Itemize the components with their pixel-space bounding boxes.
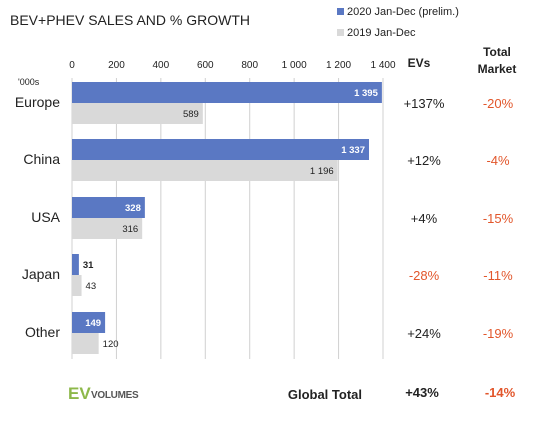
ev-growth-value: +24% bbox=[407, 326, 441, 341]
x-tick-label: 1 000 bbox=[282, 60, 307, 71]
data-label: 1 196 bbox=[310, 166, 334, 177]
legend-label-2019: 2019 Jan-Dec bbox=[347, 27, 416, 39]
category-label: China bbox=[23, 151, 60, 167]
category-label: Other bbox=[25, 324, 60, 340]
ev-growth-value: +137% bbox=[404, 96, 445, 111]
ev-growth-value: -28% bbox=[409, 268, 440, 283]
x-tick-label: 1 400 bbox=[370, 60, 395, 71]
grid bbox=[71, 78, 384, 359]
category-label: Japan bbox=[22, 266, 60, 282]
x-tick-label: 600 bbox=[197, 60, 214, 71]
logo-volumes: VOLUMES bbox=[91, 390, 139, 401]
ev-growth-value: +12% bbox=[407, 153, 441, 168]
data-label: 316 bbox=[122, 224, 138, 235]
bar-2020 bbox=[72, 254, 79, 275]
bar-2020 bbox=[72, 82, 382, 103]
global-total-label: Global Total bbox=[288, 387, 362, 402]
legend-swatch-2020 bbox=[337, 8, 344, 15]
data-label: 31 bbox=[83, 260, 94, 271]
global-total-ev: +43% bbox=[405, 385, 439, 400]
global-total-market: -14% bbox=[485, 385, 516, 400]
data-label: 149 bbox=[85, 318, 101, 329]
category-labels: Europe China USA Japan Other bbox=[15, 94, 61, 340]
data-label: 1 337 bbox=[341, 145, 365, 156]
unit-label: '000s bbox=[18, 77, 40, 87]
logo: EV VOLUMES bbox=[68, 384, 139, 403]
data-label: 589 bbox=[183, 109, 199, 120]
legend-swatch-2019 bbox=[337, 29, 344, 36]
market-column-header-line1: Total bbox=[483, 45, 511, 59]
bar-2019 bbox=[72, 333, 99, 354]
x-tick-label: 1 200 bbox=[326, 60, 351, 71]
bar-2020 bbox=[72, 139, 370, 160]
chart-title: BEV+PHEV SALES AND % GROWTH bbox=[10, 12, 250, 28]
market-column-header-line2: Market bbox=[478, 62, 517, 76]
bar-2019 bbox=[72, 218, 143, 239]
category-label: Europe bbox=[15, 94, 60, 110]
legend-label-2020: 2020 Jan-Dec (prelim.) bbox=[347, 6, 459, 18]
bar-2019 bbox=[72, 275, 82, 296]
x-tick-label: 200 bbox=[108, 60, 125, 71]
ev-column-header: EVs bbox=[408, 56, 431, 70]
bar-2020 bbox=[72, 312, 106, 333]
bar-2020 bbox=[72, 197, 145, 218]
data-label: 1 395 bbox=[354, 88, 378, 99]
ev-growth-value: +4% bbox=[411, 211, 438, 226]
market-growth-value: -19% bbox=[483, 326, 514, 341]
data-label: 328 bbox=[125, 203, 141, 214]
legend: 2020 Jan-Dec (prelim.) 2019 Jan-Dec bbox=[337, 6, 459, 39]
x-tick-label: 800 bbox=[241, 60, 258, 71]
logo-ev: EV bbox=[68, 384, 91, 403]
growth-table: +137% -20% +12% -4% +4% -15% -28% -11% +24% -19% bbox=[404, 96, 514, 341]
data-label: 43 bbox=[86, 281, 97, 292]
market-growth-value: -4% bbox=[486, 153, 510, 168]
bar-2019 bbox=[72, 103, 203, 124]
market-growth-value: -11% bbox=[483, 268, 513, 283]
data-label: 120 bbox=[103, 339, 119, 350]
market-growth-value: -20% bbox=[483, 96, 514, 111]
x-axis-ticks: 0 200 400 600 800 1 000 1 200 1 400 bbox=[69, 60, 396, 71]
market-growth-value: -15% bbox=[483, 211, 514, 226]
x-tick-label: 400 bbox=[153, 60, 170, 71]
category-label: USA bbox=[31, 209, 60, 225]
x-tick-label: 0 bbox=[69, 60, 75, 71]
bar-2019 bbox=[72, 160, 338, 181]
